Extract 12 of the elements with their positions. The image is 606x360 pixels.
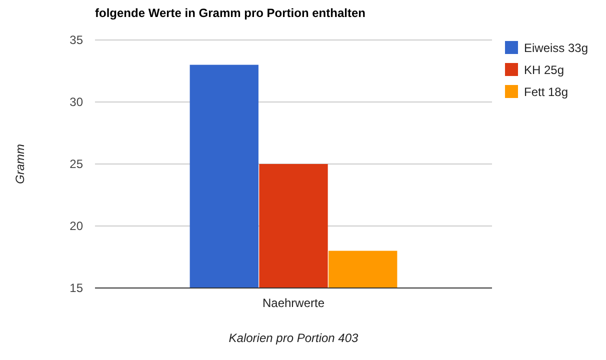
y-tick-label: 25	[70, 157, 84, 172]
y-tick-label: 15	[70, 281, 84, 296]
x-axis-title: Kalorien pro Portion 403	[228, 331, 359, 345]
y-tick-label: 30	[70, 95, 84, 110]
y-tick-label: 20	[70, 219, 84, 234]
legend-label: Fett 18g	[524, 85, 568, 100]
y-axis-title: Gramm	[13, 144, 27, 184]
chart-title: folgende Werte in Gramm pro Portion enthalten	[95, 6, 366, 20]
legend-label: Eiweiss 33g	[524, 41, 588, 56]
legend-label: KH 25g	[524, 63, 564, 78]
x-tick-label: Naehrwerte	[262, 296, 325, 310]
y-tick-label: 35	[70, 33, 84, 48]
